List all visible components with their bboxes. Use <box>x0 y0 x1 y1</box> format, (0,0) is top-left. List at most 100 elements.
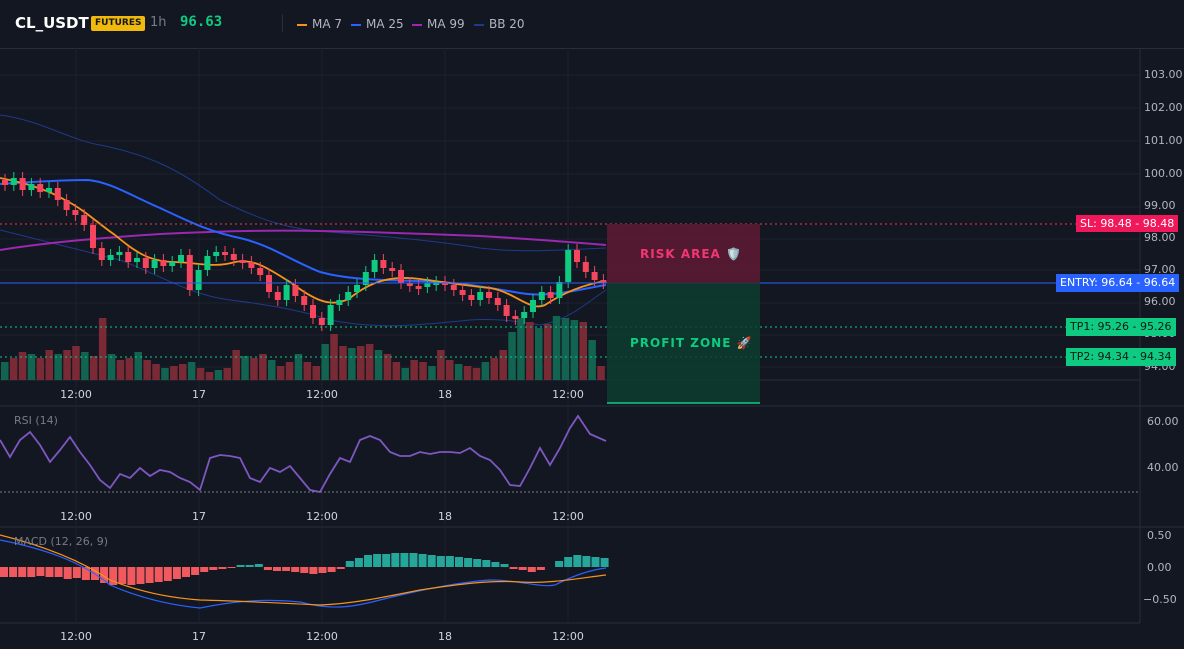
candle-body[interactable] <box>327 305 334 325</box>
candle-body[interactable] <box>248 262 255 268</box>
candle-body[interactable] <box>116 252 123 255</box>
candle-body[interactable] <box>230 254 237 260</box>
rsi-label[interactable]: RSI (14) <box>14 414 58 427</box>
legend-bb20[interactable]: BB 20 <box>474 16 525 32</box>
time-axis-label: 12:00 <box>552 630 584 643</box>
macd-label[interactable]: MACD (12, 26, 9) <box>14 535 109 548</box>
candle-body[interactable] <box>274 292 281 300</box>
candle-body[interactable] <box>512 316 519 319</box>
candle-body[interactable] <box>63 200 70 210</box>
candle-body[interactable] <box>547 292 554 298</box>
candle-body[interactable] <box>46 188 52 192</box>
candle-body[interactable] <box>538 292 545 300</box>
legend-ma7[interactable]: MA 7 <box>297 16 342 32</box>
candle-body[interactable] <box>380 260 387 268</box>
candle-body[interactable] <box>310 305 316 318</box>
candle-body[interactable] <box>521 312 528 318</box>
candle-body[interactable] <box>81 215 88 225</box>
volume-bar <box>90 356 98 380</box>
candle-body[interactable] <box>19 178 26 190</box>
candlesticks[interactable] <box>2 172 607 331</box>
macd-hist-bar <box>172 567 181 579</box>
volume-bar <box>570 320 579 380</box>
candle-body[interactable] <box>415 286 422 289</box>
volume-bar <box>232 350 240 380</box>
candle-body[interactable] <box>37 184 44 192</box>
candle-body[interactable] <box>354 285 360 292</box>
candle-body[interactable] <box>582 262 589 272</box>
timeframe-selector[interactable]: 1h <box>150 15 167 30</box>
candle-body[interactable] <box>503 305 510 316</box>
legend-bb20-label: BB 20 <box>489 17 525 31</box>
candle-body[interactable] <box>318 318 325 325</box>
candle-body[interactable] <box>239 260 246 263</box>
candle-body[interactable] <box>142 258 149 268</box>
candle-body[interactable] <box>371 260 378 272</box>
macd-histogram <box>0 553 609 585</box>
candle-body[interactable] <box>134 258 140 262</box>
candle-body[interactable] <box>345 292 352 300</box>
candle-body[interactable] <box>591 272 598 280</box>
candle-body[interactable] <box>28 184 35 190</box>
symbol-name[interactable]: CL_USDT <box>15 14 89 32</box>
volume-bar <box>223 368 231 380</box>
candle-body[interactable] <box>98 248 105 260</box>
macd-signal-line <box>0 534 607 606</box>
macd-hist-bar <box>555 561 564 567</box>
candle-body[interactable] <box>494 298 501 305</box>
candle-body[interactable] <box>10 178 17 185</box>
candle-body[interactable] <box>362 272 369 285</box>
time-axis-label: 12:00 <box>552 388 584 401</box>
sl-tag[interactable]: SL: 98.48 - 98.48 <box>1076 215 1179 232</box>
risk-area-box[interactable] <box>607 224 760 283</box>
candle-body[interactable] <box>107 255 114 260</box>
candle-body[interactable] <box>169 262 176 266</box>
candle-body[interactable] <box>600 280 607 283</box>
candle-body[interactable] <box>222 252 228 255</box>
profit-zone-box[interactable] <box>607 283 760 403</box>
candle-body[interactable] <box>398 270 404 283</box>
volume-bar <box>107 354 116 380</box>
candle-body[interactable] <box>574 250 580 262</box>
candle-body[interactable] <box>389 268 396 271</box>
candle-body[interactable] <box>486 292 492 298</box>
entry-tag[interactable]: ENTRY: 96.64 - 96.64 <box>1056 274 1180 292</box>
candle-body[interactable] <box>301 296 308 305</box>
candle-body[interactable] <box>204 256 211 270</box>
candle-body[interactable] <box>424 283 431 287</box>
candle-body[interactable] <box>450 285 457 290</box>
candle-body[interactable] <box>90 225 96 248</box>
candle-body[interactable] <box>556 282 563 298</box>
candle-body[interactable] <box>468 295 475 300</box>
candle-body[interactable] <box>151 260 158 268</box>
candle-body[interactable] <box>186 255 193 290</box>
candle-body[interactable] <box>565 250 572 282</box>
candle-body[interactable] <box>257 268 264 275</box>
candle-body[interactable] <box>195 270 202 290</box>
candle-body[interactable] <box>213 252 220 256</box>
candle-body[interactable] <box>54 188 61 200</box>
tp1-tag[interactable]: TP1: 95.26 - 95.26 <box>1066 318 1176 336</box>
candle-body[interactable] <box>178 255 184 262</box>
candle-body[interactable] <box>459 290 466 295</box>
tp1-tag-label: TP1: 95.26 <box>1070 320 1130 333</box>
macd-hist-bar <box>400 553 409 567</box>
tp2-tag[interactable]: TP2: 94.34 - 94.34 <box>1066 348 1176 366</box>
candle-body[interactable] <box>125 252 132 262</box>
time-axis-label: 17 <box>192 510 206 523</box>
candle-body[interactable] <box>292 285 299 296</box>
candle-body[interactable] <box>72 210 79 215</box>
candle-body[interactable] <box>406 283 413 286</box>
macd-hist-bar <box>427 555 436 567</box>
candle-body[interactable] <box>336 300 343 305</box>
candle-body[interactable] <box>530 300 536 312</box>
candle-body[interactable] <box>477 292 484 300</box>
legend-ma99[interactable]: MA 99 <box>412 16 465 32</box>
candle-body[interactable] <box>283 285 290 300</box>
entry-tag-value: 96.64 <box>1143 276 1176 289</box>
candle-body[interactable] <box>160 260 167 266</box>
legend-ma25[interactable]: MA 25 <box>351 16 404 32</box>
macd-hist-bar <box>373 554 382 567</box>
candle-body[interactable] <box>2 180 8 185</box>
